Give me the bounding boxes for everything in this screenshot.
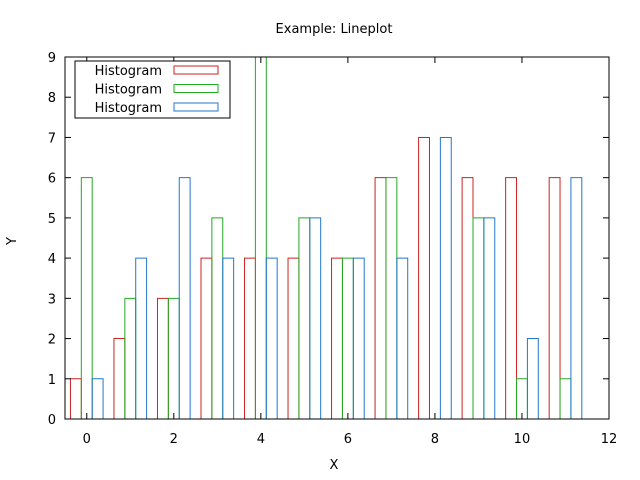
legend-label: Histogram xyxy=(95,101,162,116)
y-tick-label: 0 xyxy=(48,413,56,428)
bar-series3-x2 xyxy=(178,177,191,419)
bar-series1-x11 xyxy=(548,177,561,419)
bar-series2-x5 xyxy=(298,217,311,419)
bar-series3-x8 xyxy=(439,136,452,419)
bar-series3-x3 xyxy=(222,257,235,419)
y-tick-label: 8 xyxy=(48,91,56,106)
legend-swatch xyxy=(173,65,219,75)
bar-series1-x8 xyxy=(418,136,430,419)
y-tick-label: 1 xyxy=(48,373,56,388)
y-tick-label: 3 xyxy=(48,292,56,307)
bar-series3-x7 xyxy=(396,257,409,419)
x-tick-label: 0 xyxy=(83,432,91,447)
y-axis-ticks: 0 1 2 3 4 5 6 7 8 9 xyxy=(48,51,609,428)
bar-series3-x6 xyxy=(352,257,365,419)
bar-series2-x10 xyxy=(516,378,528,419)
bar-series3-x4 xyxy=(265,257,278,419)
bar-series1-x5 xyxy=(287,257,300,419)
x-tick-label: 4 xyxy=(257,432,265,447)
bar-series1-x3 xyxy=(200,257,213,419)
bar-series1-x2 xyxy=(156,297,169,419)
bar-series2-x6 xyxy=(341,257,354,419)
x-axis-label: X xyxy=(330,458,339,473)
bar-series2-x9 xyxy=(472,217,485,419)
y-tick-label: 6 xyxy=(48,172,56,187)
x-tick-label: 6 xyxy=(344,432,352,447)
bar-series1-x6 xyxy=(331,257,343,419)
x-tick-label: 2 xyxy=(170,432,178,447)
bar-series1-x1 xyxy=(113,338,126,419)
y-tick-label: 2 xyxy=(48,333,56,348)
y-tick-label: 4 xyxy=(48,252,56,267)
x-tick-label: 8 xyxy=(431,432,439,447)
legend-label: Histogram xyxy=(95,83,162,98)
x-tick-label: 10 xyxy=(514,432,531,447)
y-tick-label: 7 xyxy=(48,131,56,146)
bar-series1-x4 xyxy=(244,257,256,419)
bar-series3-x10 xyxy=(526,338,539,419)
bar-series3-x11 xyxy=(570,177,583,419)
legend-swatch xyxy=(173,84,219,93)
bar-series2-x11 xyxy=(559,378,572,419)
y-tick-label: 5 xyxy=(48,212,56,227)
bar-series1-x10 xyxy=(505,177,518,419)
bar-series3-x5 xyxy=(309,217,322,419)
legend-label: Histogram xyxy=(95,64,162,79)
bar-series3-x0 xyxy=(91,378,104,419)
bar-series3-x9 xyxy=(483,217,496,419)
bar-series1-x7 xyxy=(374,177,387,419)
x-axis-ticks: 0 2 4 6 8 10 12 xyxy=(83,57,618,447)
y-tick-label: 9 xyxy=(48,51,56,66)
bar-series2-x4 xyxy=(254,56,267,419)
chart-title: Example: Lineplot xyxy=(276,22,393,37)
plot-frame xyxy=(64,56,610,420)
legend: Histogram Histogram Histogram xyxy=(74,60,231,119)
bar-series2-x3 xyxy=(211,217,224,419)
bar-series1-x9 xyxy=(461,177,474,419)
bars-layer xyxy=(69,56,583,420)
legend-box xyxy=(74,60,231,119)
bar-series2-x2 xyxy=(167,297,180,419)
bar-series1-x0 xyxy=(69,378,82,419)
bar-series2-x1 xyxy=(124,297,137,419)
x-tick-label: 12 xyxy=(601,432,618,447)
legend-swatch xyxy=(173,102,219,112)
bar-series3-x1 xyxy=(135,257,148,419)
y-axis-label: Y xyxy=(5,237,20,246)
bar-series2-x7 xyxy=(385,177,398,419)
bar-series2-x0 xyxy=(80,177,93,419)
